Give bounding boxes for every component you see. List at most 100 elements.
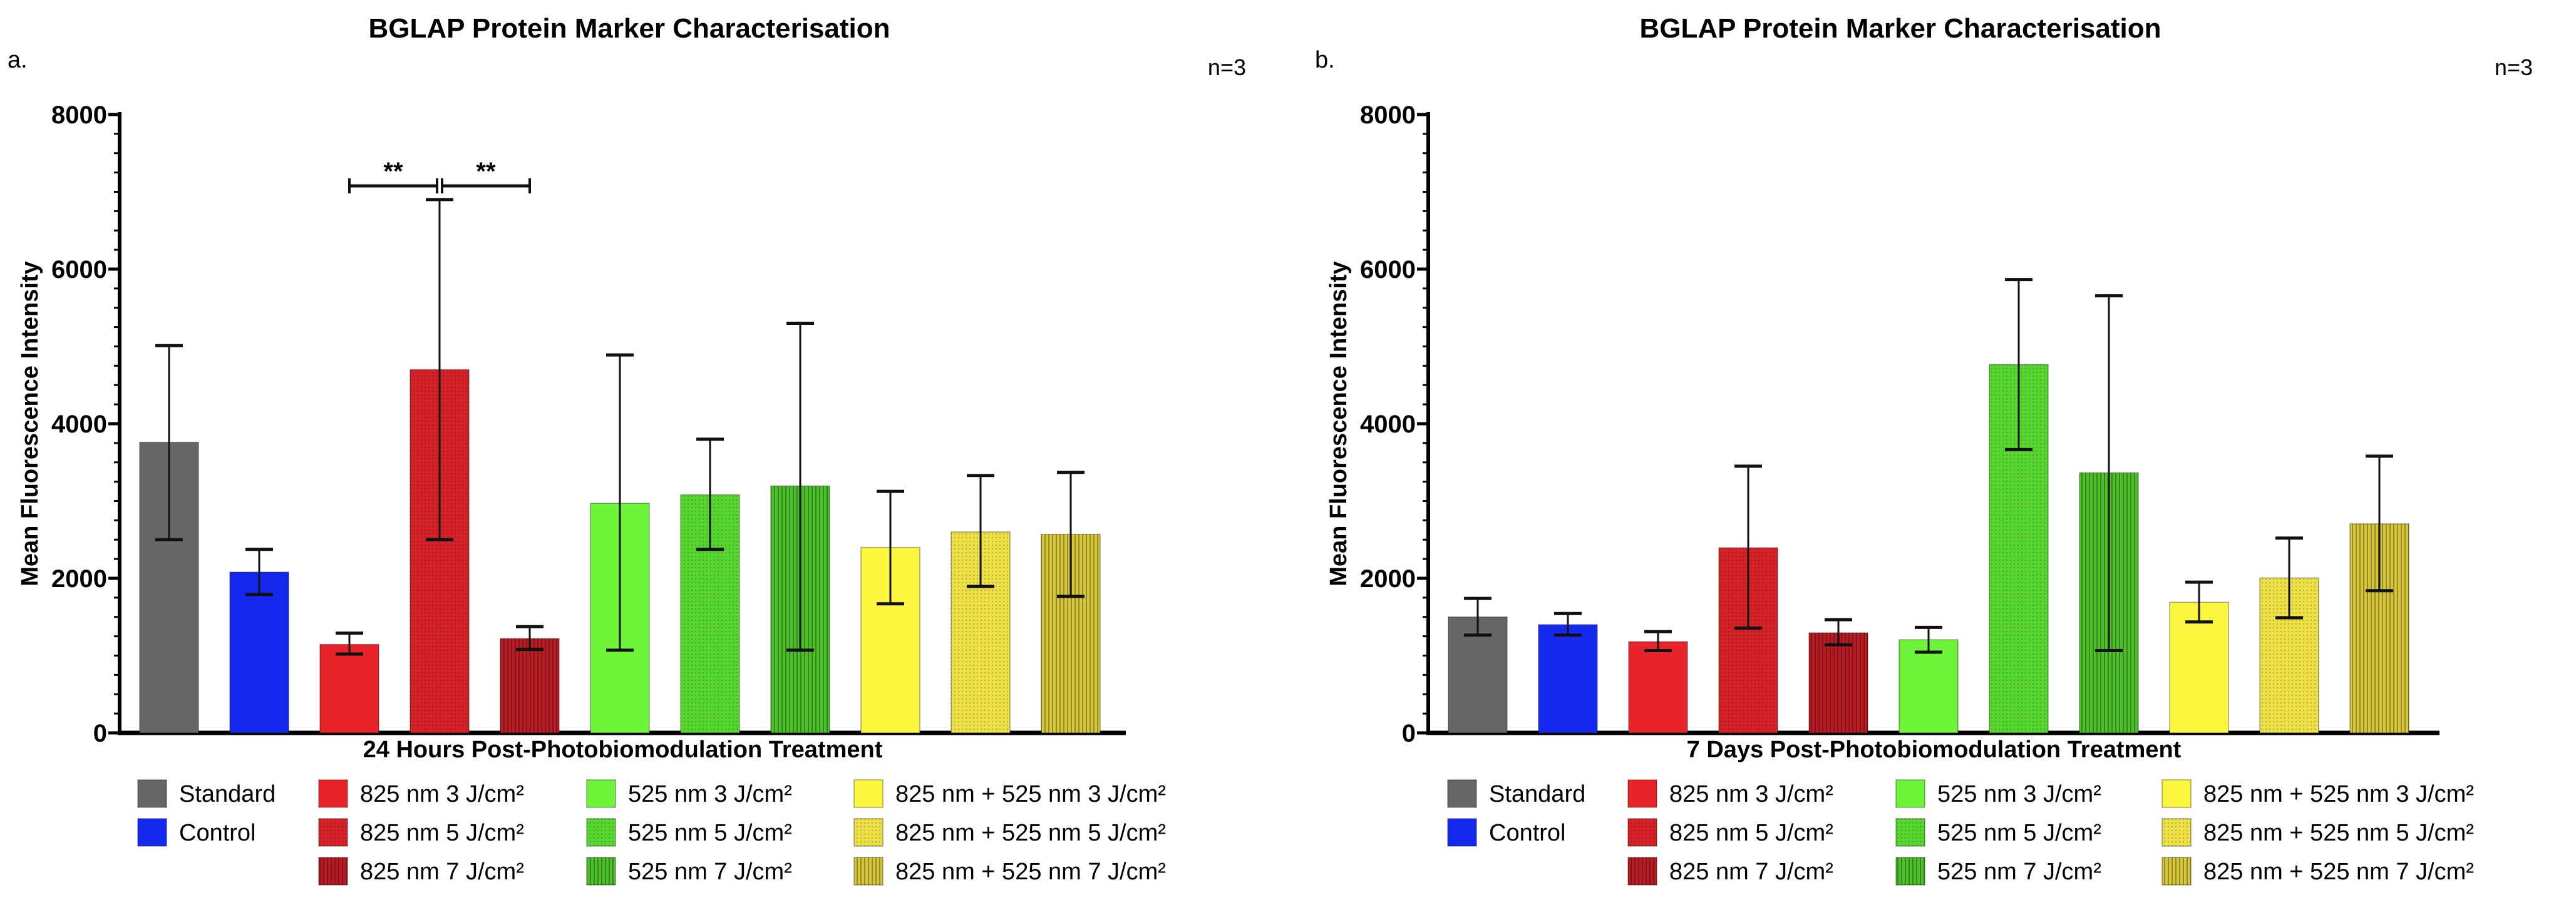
legend-item: 525 nm 3 J/cm² [1895,779,2101,808]
legend-swatch [318,818,348,847]
sample-size-annotation: n=3 [2495,54,2533,80]
chart-panel-b: b. BGLAP Protein Marker Characterisation n… [1315,13,2533,886]
y-axis-label: Mean Fluorescence Intensity [1326,261,1352,586]
significance-label: ** [476,158,496,185]
legend-item: Standard [1447,779,1585,808]
y-tick-label: 6000 [51,256,107,284]
legend-item: Control [1447,818,1566,847]
legend-swatch [1627,779,1657,808]
legend-item: 825 nm 5 J/cm² [318,818,524,847]
legend-item: 825 nm 3 J/cm² [318,779,524,808]
legend-label: 825 nm 7 J/cm² [360,859,524,885]
legend-item: 525 nm 3 J/cm² [586,779,792,808]
legend-label: 525 nm 5 J/cm² [628,820,792,846]
legend-swatch [1895,818,1925,847]
chart-title: BGLAP Protein Marker Characterisation [1640,13,2161,44]
legend-swatch [586,818,616,847]
bar [2169,601,2229,734]
legend-label: 825 nm 5 J/cm² [1669,820,1833,846]
legend-item: 825 nm + 525 nm 5 J/cm² [853,818,1166,847]
chart-title: BGLAP Protein Marker Characterisation [369,13,890,44]
y-tick-label: 8000 [1360,101,1416,129]
legend-swatch [1627,818,1657,847]
legend-item: 525 nm 5 J/cm² [1895,818,2101,847]
legend-label: 525 nm 7 J/cm² [1937,859,2101,885]
legend-swatch [586,857,616,886]
y-tick-label: 8000 [51,101,107,129]
legend-item: 825 nm + 525 nm 7 J/cm² [2161,857,2474,886]
legend-item: 525 nm 7 J/cm² [586,857,792,886]
y-tick-label: 4000 [1360,411,1416,438]
legend-label: 525 nm 5 J/cm² [1937,820,2101,846]
legend-label: 825 nm + 525 nm 7 J/cm² [895,859,1166,885]
legend-swatch [1447,818,1477,847]
legend-swatch [1895,857,1925,886]
legend-label: Control [1489,820,1566,846]
legend-swatch [2161,818,2192,847]
x-axis-label: 24 Hours Post-Photobiomodulation Treatme… [363,737,883,763]
bar [1899,639,1959,734]
legend-item: 825 nm 5 J/cm² [1627,818,1833,847]
legend-swatch [1627,857,1657,886]
bar [500,638,560,734]
legend-label: 825 nm + 525 nm 5 J/cm² [2203,820,2474,846]
legend-label: 825 nm 7 J/cm² [1669,859,1833,885]
legend-swatch [1895,779,1925,808]
bar [1628,641,1688,734]
legend-swatch [318,779,348,808]
legend-item: 825 nm + 525 nm 3 J/cm² [853,779,1166,808]
legend-label: 825 nm + 525 nm 7 J/cm² [2203,859,2474,885]
legend: Standard Control 825 nm 3 J/cm² 825 nm 5 J/… [137,779,1166,886]
legend-swatch [2161,857,2192,886]
legend-label: 825 nm 3 J/cm² [360,781,524,807]
legend-swatch [853,857,884,886]
legend-swatch [137,818,167,847]
significance-label: ** [383,158,403,185]
legend-item: Control [137,818,256,847]
bar [1808,632,1868,734]
x-axis-label: 7 Days Post-Photobiomodulation Treatment [1687,737,2182,763]
panel-label: b. [1315,47,1335,73]
legend-label: 825 nm + 525 nm 3 J/cm² [2203,781,2474,807]
legend-label: 525 nm 3 J/cm² [1937,781,2101,807]
legend-label: Standard [1489,781,1585,807]
chart-panel-a: a. BGLAP Protein Marker Characterisation n… [8,13,1246,886]
bar [229,571,289,734]
y-tick-label: 2000 [1360,565,1416,593]
legend-swatch [2161,779,2192,808]
legend-swatch [853,779,884,808]
legend-swatch [318,857,348,886]
legend-item: 825 nm 3 J/cm² [1627,779,1833,808]
legend-swatch [1447,779,1477,808]
legend-label: 525 nm 3 J/cm² [628,781,792,807]
legend-item: 825 nm + 525 nm 5 J/cm² [2161,818,2474,847]
legend-swatch [586,779,616,808]
y-tick-label: 6000 [1360,256,1416,284]
legend-label: Standard [179,781,276,807]
legend-item: Standard [137,779,276,808]
y-axis-label: Mean Fluorescence Intensity [17,261,43,586]
legend-label: 825 nm 5 J/cm² [360,820,524,846]
y-tick-label: 2000 [51,565,107,593]
legend-label: 525 nm 7 J/cm² [628,859,792,885]
legend: Standard Control 825 nm 3 J/cm² 825 nm 5 J/… [1447,779,2474,886]
legend-item: 825 nm 7 J/cm² [318,857,524,886]
legend-item: 525 nm 7 J/cm² [1895,857,2101,886]
panel-label: a. [8,47,28,73]
legend-item: 825 nm + 525 nm 7 J/cm² [853,857,1166,886]
sample-size-annotation: n=3 [1208,54,1246,80]
bar [319,643,379,734]
y-tick-label: 4000 [51,411,107,438]
legend-label: 825 nm + 525 nm 5 J/cm² [895,820,1166,846]
legend-item: 525 nm 5 J/cm² [586,818,792,847]
legend-label: 825 nm 3 J/cm² [1669,781,1833,807]
legend-item: 825 nm + 525 nm 3 J/cm² [2161,779,2474,808]
y-tick-label: 0 [1402,720,1416,747]
legend-swatch [853,818,884,847]
bar [1538,624,1598,734]
y-tick-label: 0 [93,720,107,747]
legend-label: Control [179,820,256,846]
legend-label: 825 nm + 525 nm 3 J/cm² [895,781,1166,807]
legend-item: 825 nm 7 J/cm² [1627,857,1833,886]
